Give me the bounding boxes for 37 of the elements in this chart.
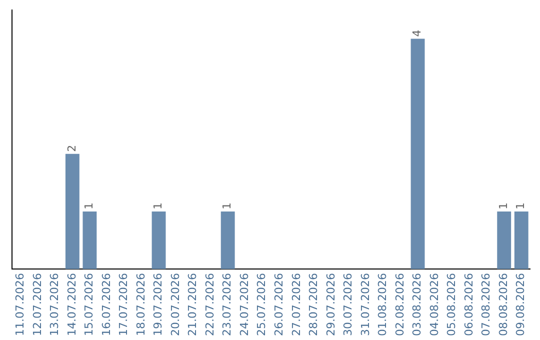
data-label: 1 (82, 202, 96, 210)
data-label: 1 (152, 202, 165, 210)
x-tick-label: 25.07.2026 (255, 273, 268, 336)
x-tick-label: 30.07.2026 (342, 273, 355, 336)
data-label: 1 (496, 202, 510, 210)
x-tick-label: 20.07.2026 (168, 273, 182, 336)
x-tick-label: 12.07.2026 (30, 273, 44, 336)
x-tick-label: 02.08.2026 (393, 273, 406, 336)
x-tick-label: 16.07.2026 (100, 273, 113, 336)
x-tick-label: 31.07.2026 (358, 273, 372, 336)
x-tick-label: 07.08.2026 (480, 273, 493, 336)
data-label: 2 (65, 144, 78, 152)
data-label: 1 (514, 202, 528, 210)
x-tick-label: 09.08.2026 (514, 273, 528, 336)
x-tick-label: 27.07.2026 (290, 273, 303, 336)
x-tick-label: 11.07.2026 (13, 273, 26, 336)
x-tick-label: 14.07.2026 (65, 273, 78, 336)
x-tick-label: 08.08.2026 (496, 273, 510, 336)
x-tick-label: 19.07.2026 (152, 273, 165, 336)
x-tick-label: 03.08.2026 (410, 273, 424, 336)
x-tick-label: 17.07.2026 (117, 273, 130, 336)
x-tick-label: 13.07.2026 (48, 273, 62, 336)
x-tick-label: 01.08.2026 (376, 273, 390, 336)
data-label: 4 (410, 30, 424, 37)
x-tick-label: 21.07.2026 (186, 273, 200, 336)
x-tick-label: 22.07.2026 (203, 273, 216, 336)
x-tick-label: 18.07.2026 (134, 273, 148, 336)
x-tick-label: 24.07.2026 (238, 273, 251, 336)
x-tick-label: 15.07.2026 (82, 273, 96, 336)
x-tick-label: 28.07.2026 (307, 273, 320, 336)
x-tick-label: 23.07.2026 (220, 273, 234, 336)
x-tick-label: 04.08.2026 (428, 273, 441, 336)
data-label: 1 (220, 202, 234, 210)
x-tick-label: 29.07.2026 (324, 273, 338, 336)
x-tick-label: 26.07.2026 (272, 273, 286, 336)
x-tick-label: 06.08.2026 (462, 273, 476, 336)
x-tick-label: 05.08.2026 (445, 273, 458, 336)
